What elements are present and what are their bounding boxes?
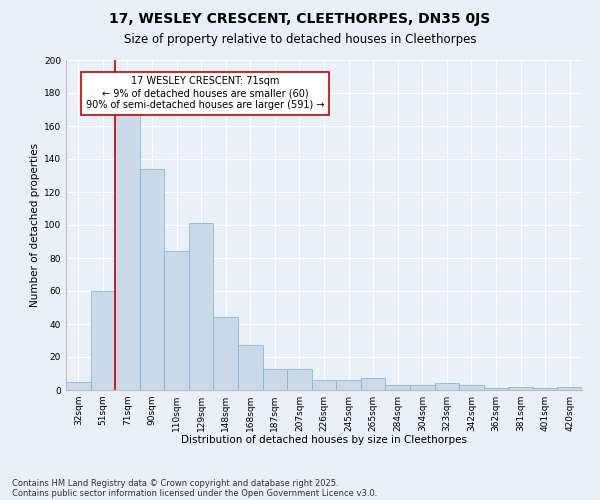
Bar — [410, 385, 434, 390]
Bar — [164, 252, 189, 390]
Bar — [214, 318, 238, 390]
Bar — [91, 291, 115, 390]
Text: Contains public sector information licensed under the Open Government Licence v3: Contains public sector information licen… — [12, 488, 377, 498]
Text: 17 WESLEY CRESCENT: 71sqm
← 9% of detached houses are smaller (60)
90% of semi-d: 17 WESLEY CRESCENT: 71sqm ← 9% of detach… — [86, 76, 325, 110]
Bar — [508, 386, 533, 390]
Y-axis label: Number of detached properties: Number of detached properties — [30, 143, 40, 307]
Bar — [189, 224, 214, 390]
Bar — [533, 388, 557, 390]
Bar — [115, 114, 140, 390]
Bar — [557, 386, 582, 390]
Bar — [434, 384, 459, 390]
Bar — [361, 378, 385, 390]
Bar — [287, 368, 312, 390]
Text: Contains HM Land Registry data © Crown copyright and database right 2025.: Contains HM Land Registry data © Crown c… — [12, 478, 338, 488]
Text: 17, WESLEY CRESCENT, CLEETHORPES, DN35 0JS: 17, WESLEY CRESCENT, CLEETHORPES, DN35 0… — [109, 12, 491, 26]
Bar — [66, 382, 91, 390]
Bar — [459, 385, 484, 390]
Bar — [336, 380, 361, 390]
X-axis label: Distribution of detached houses by size in Cleethorpes: Distribution of detached houses by size … — [181, 436, 467, 446]
Bar — [238, 346, 263, 390]
Bar — [385, 385, 410, 390]
Bar — [312, 380, 336, 390]
Text: Size of property relative to detached houses in Cleethorpes: Size of property relative to detached ho… — [124, 32, 476, 46]
Bar — [484, 388, 508, 390]
Bar — [263, 368, 287, 390]
Bar — [140, 169, 164, 390]
